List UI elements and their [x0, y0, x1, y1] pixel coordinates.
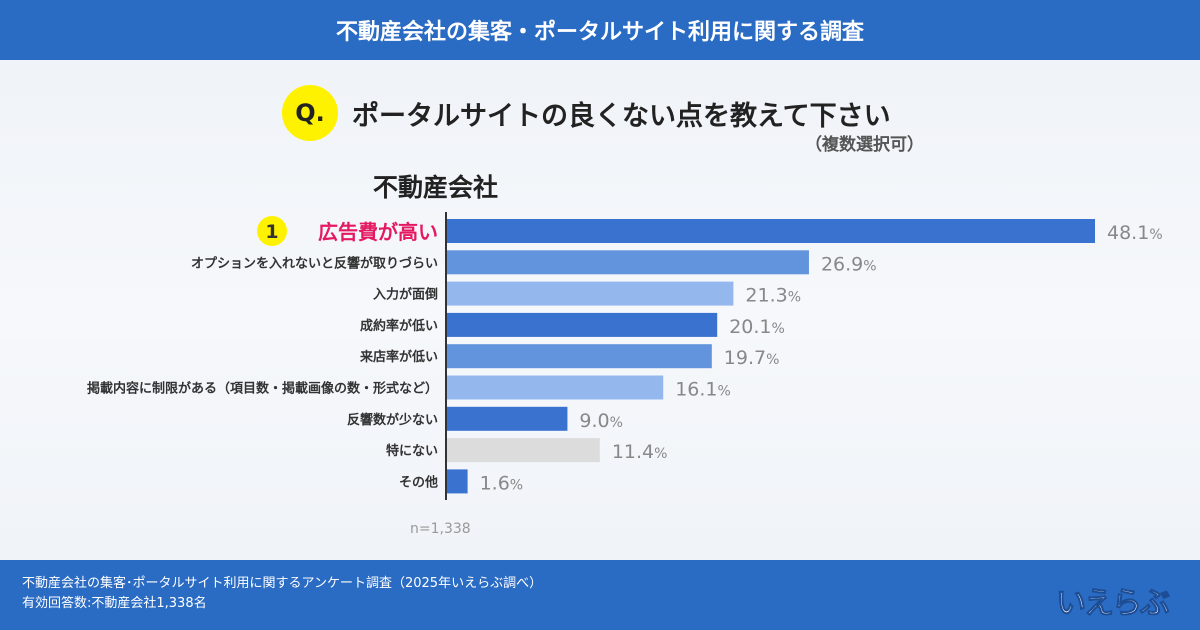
- value-label: 16.1%: [675, 379, 731, 401]
- footer-source: 不動産会社の集客･ポータルサイト利用に関するアンケート調査（2025年いえらぶ調…: [22, 576, 543, 591]
- question-badge: Q.: [282, 85, 338, 141]
- bar: [446, 312, 718, 337]
- footer: 不動産会社の集客･ポータルサイト利用に関するアンケート調査（2025年いえらぶ調…: [0, 560, 1200, 630]
- value-label: 1.6%: [480, 472, 524, 494]
- question: Q. ポータルサイトの良くない点を教えて下さい: [282, 85, 891, 141]
- category-label: 広告費が高い: [318, 220, 438, 244]
- bar: [446, 469, 468, 494]
- sample-size: n=1,338: [410, 521, 471, 537]
- question-text: ポータルサイトの良くない点を教えて下さい: [352, 100, 891, 132]
- bar: [446, 438, 600, 463]
- bar-chart: 48.1% 広告費が高い 1 26.9% オプションを入れないと反響が取りづらい 21.3…: [87, 212, 1163, 537]
- category-label: 成約率が低い: [360, 318, 438, 334]
- group-label: 不動産会社: [373, 173, 499, 202]
- bar: [446, 250, 809, 275]
- category-label: その他: [399, 474, 438, 490]
- category-label: 入力が面倒: [373, 287, 438, 303]
- bar: [446, 375, 664, 400]
- bar: [446, 219, 1095, 243]
- category-label: 反響数が少ない: [347, 412, 438, 428]
- ierabu-logo: いえらぶ: [1056, 586, 1171, 622]
- rank-number: 1: [265, 221, 278, 243]
- bar: [446, 406, 568, 431]
- question-note: （複数選択可）: [805, 135, 924, 155]
- category-label: オプションを入れないと反響が取りづらい: [191, 255, 438, 271]
- category-label: 来店率が低い: [359, 349, 438, 365]
- bar: [446, 344, 712, 369]
- footer-respondents: 有効回答数:不動産会社1,338名: [22, 596, 207, 611]
- value-label: 9.0%: [579, 410, 623, 432]
- rank-badge: [257, 216, 287, 246]
- value-label: 19.7%: [724, 347, 780, 369]
- value-label: 26.9%: [821, 253, 877, 275]
- bar: [446, 281, 734, 306]
- value-label: 20.1%: [729, 316, 785, 338]
- category-label: 特にない: [386, 443, 438, 459]
- value-label: 21.3%: [745, 285, 801, 307]
- value-label: 11.4%: [612, 441, 668, 463]
- header-title: 不動産会社の集客・ポータルサイト利用に関する調査: [0, 0, 1200, 60]
- value-label: 48.1%: [1107, 222, 1163, 244]
- category-label: 掲載内容に制限がある（項目数・掲載画像の数・形式など）: [87, 381, 438, 397]
